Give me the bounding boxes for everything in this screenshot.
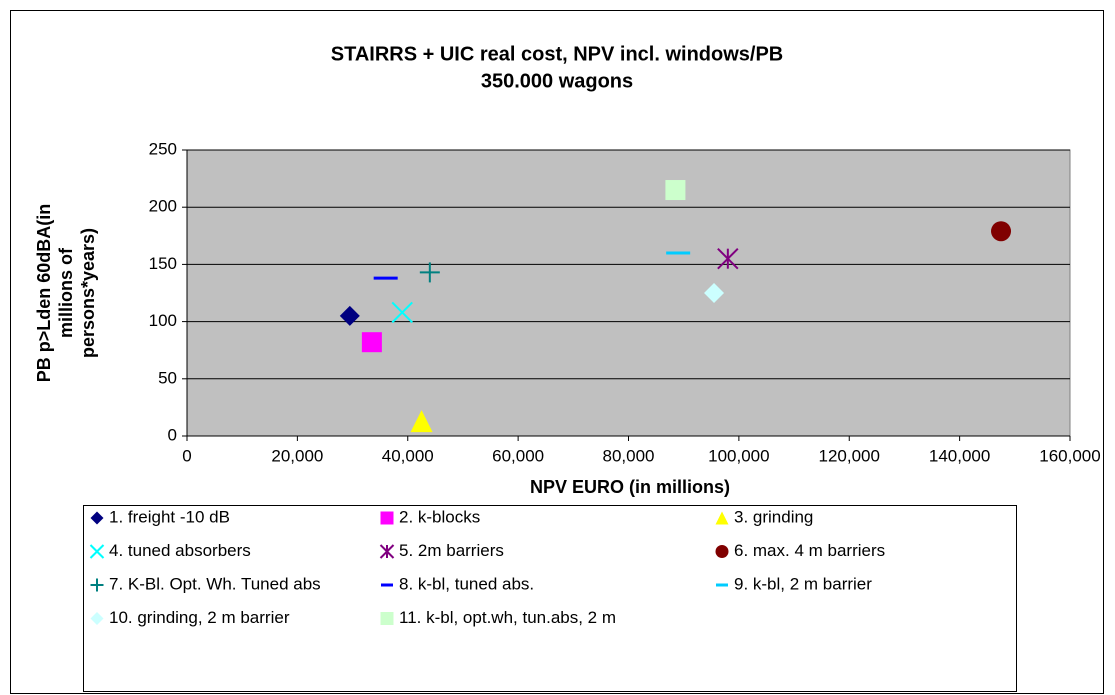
y-tick-label: 0 — [168, 425, 177, 444]
legend-marker — [90, 612, 104, 625]
chart-subtitle: 350.000 wagons — [481, 70, 633, 92]
x-tick-label: 100,000 — [708, 446, 769, 465]
marker-shape — [380, 612, 394, 625]
marker-shape — [410, 410, 433, 433]
marker-shape — [391, 301, 413, 324]
data-point — [704, 283, 725, 303]
legend-marker — [90, 578, 104, 592]
data-point — [339, 305, 360, 326]
x-tick-label: 120,000 — [819, 446, 880, 465]
legend-label: 4. tuned absorbers — [109, 541, 251, 560]
legend-label: 6. max. 4 m barriers — [734, 541, 885, 560]
y-axis-label-line: PB p>Lden 60dBA(in — [34, 204, 54, 383]
x-tick-label: 20,000 — [271, 446, 323, 465]
x-tick-label: 160,000 — [1039, 446, 1100, 465]
legend-marker — [380, 612, 394, 625]
legend-label: 8. k-bl, tuned abs. — [399, 574, 534, 593]
marker-shape — [339, 305, 360, 326]
marker-shape — [89, 544, 105, 559]
legend-label: 10. grinding, 2 m barrier — [109, 608, 290, 627]
marker-shape — [90, 612, 104, 625]
legend-marker — [715, 545, 729, 558]
legend-label: 7. K-Bl. Opt. Wh. Tuned abs — [109, 574, 321, 593]
legend-label: 5. 2m barriers — [399, 541, 504, 560]
x-tick-label: 140,000 — [929, 446, 990, 465]
legend-label: 2. k-blocks — [399, 507, 480, 526]
data-point — [361, 332, 382, 353]
data-point — [717, 247, 739, 270]
y-tick-label: 100 — [149, 311, 177, 330]
marker-shape — [361, 332, 382, 353]
marker-shape — [380, 511, 394, 525]
y-tick-label: 50 — [158, 368, 177, 387]
marker-shape — [704, 283, 725, 303]
data-point — [391, 301, 413, 324]
legend-box — [83, 505, 1017, 692]
legend-marker — [90, 511, 104, 525]
marker-shape — [991, 221, 1012, 242]
chart-title: STAIRRS + UIC real cost, NPV incl. windo… — [331, 43, 784, 65]
y-tick-label: 250 — [149, 139, 177, 158]
x-tick-label: 0 — [182, 446, 191, 465]
x-axis-label: NPV EURO (in millions) — [530, 477, 730, 497]
marker-shape — [715, 545, 729, 558]
legend-label: 1. freight -10 dB — [109, 507, 230, 526]
marker-shape — [715, 511, 729, 525]
y-axis-label: PB p>Lden 60dBA(in millions of persons*y… — [34, 204, 98, 383]
y-tick-label: 200 — [149, 197, 177, 216]
legend-label: 3. grinding — [734, 507, 813, 526]
marker-shape — [665, 180, 686, 201]
data-point — [410, 410, 433, 433]
data-point — [991, 221, 1012, 242]
y-axis-label-line: persons*years) — [78, 228, 98, 358]
data-point — [419, 262, 440, 283]
legend-marker — [89, 544, 105, 559]
x-tick-label: 40,000 — [382, 446, 434, 465]
y-axis-label-line: millions of — [56, 247, 76, 338]
legend-marker — [380, 511, 394, 525]
legend-marker — [715, 511, 729, 525]
legend-label: 9. k-bl, 2 m barrier — [734, 574, 872, 593]
legend-label: 11. k-bl, opt.wh, tun.abs, 2 m — [399, 608, 616, 627]
plot-area — [186, 149, 1071, 437]
x-tick-label: 60,000 — [492, 446, 544, 465]
data-point — [665, 180, 686, 201]
marker-shape — [90, 511, 104, 525]
legend-marker — [379, 544, 395, 559]
x-tick-label: 80,000 — [603, 446, 655, 465]
y-tick-label: 150 — [149, 254, 177, 273]
